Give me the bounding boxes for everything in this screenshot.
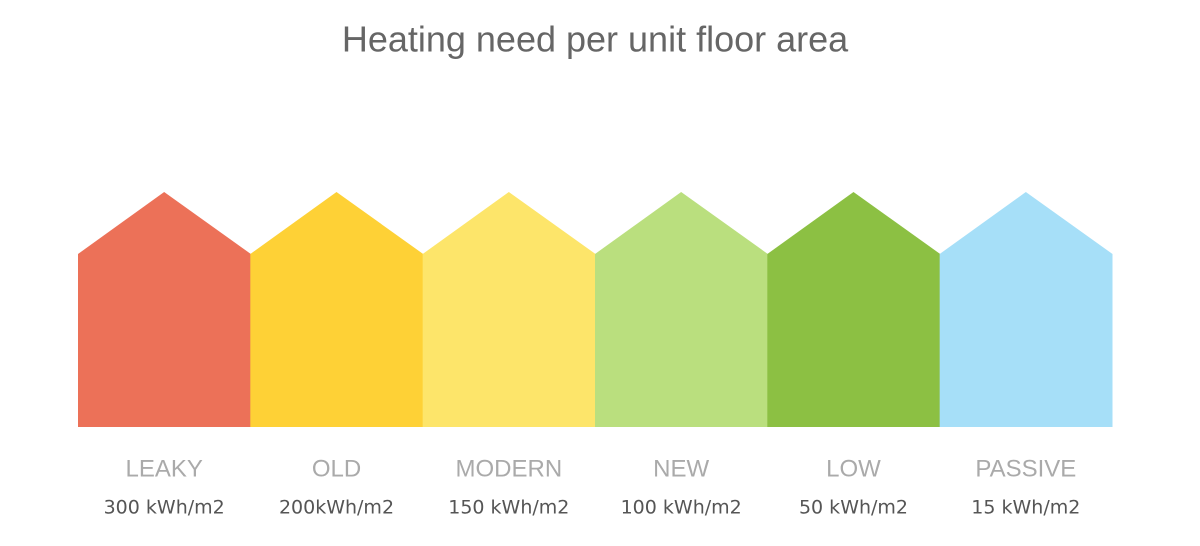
house: [250, 192, 424, 427]
house-value: 100 kWh/m2: [621, 497, 742, 519]
house-value: 15 kWh/m2: [971, 497, 1080, 519]
house: [78, 192, 251, 427]
house: [767, 192, 941, 427]
house: [939, 192, 1113, 427]
house-value: 200kWh/m2: [279, 497, 394, 519]
house-value: 50 kWh/m2: [799, 497, 908, 519]
house-label: LOW: [826, 455, 881, 482]
house-label: NEW: [653, 455, 709, 482]
house: [422, 192, 596, 427]
house-label: LEAKY: [125, 455, 202, 482]
house-label: PASSIVE: [975, 455, 1076, 482]
house-label: OLD: [312, 455, 361, 482]
house-value: 300 kWh/m2: [104, 497, 225, 519]
house-label: MODERN: [455, 455, 562, 482]
title: Heating need per unit floor area: [342, 19, 849, 60]
house-value: 150 kWh/m2: [448, 497, 569, 519]
house: [595, 192, 768, 427]
